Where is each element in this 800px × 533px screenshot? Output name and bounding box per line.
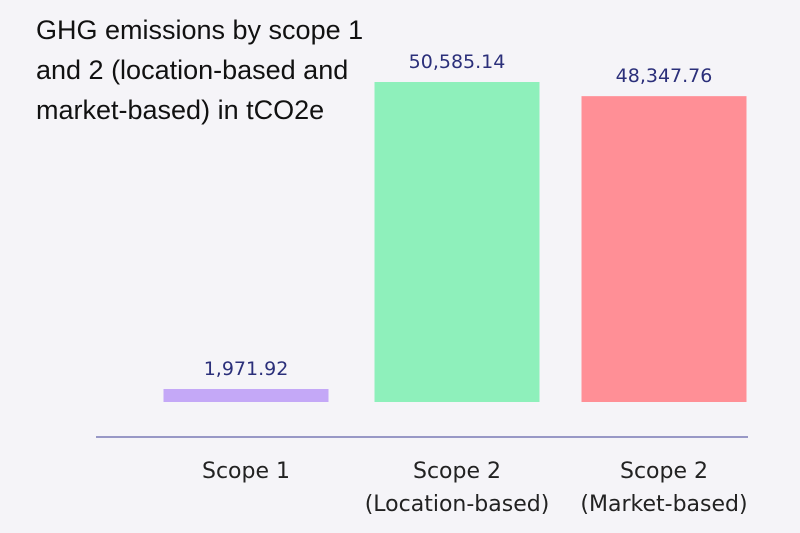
- data-label-2: 50,585.14: [409, 51, 506, 73]
- category-label-1-line-1: Scope 1: [202, 459, 290, 484]
- category-label-3-line-2: (Market-based): [580, 492, 747, 517]
- category-label-2-line-1: Scope 2: [413, 459, 501, 484]
- category-labels-group: Scope 1 Scope 2 (Location-based) Scope 2 (Ma…: [202, 459, 748, 517]
- data-labels-group: 1,971.92 50,585.14 48,347.76: [204, 51, 713, 380]
- bar-3: [581, 96, 747, 402]
- data-label-1: 1,971.92: [204, 358, 289, 380]
- category-label-3-line-1: Scope 2: [620, 459, 708, 484]
- data-label-3: 48,347.76: [616, 65, 713, 87]
- category-label-2-line-2: (Location-based): [365, 492, 550, 517]
- bars-group: [163, 82, 747, 402]
- bar-2: [374, 82, 540, 402]
- bar-1: [163, 389, 329, 402]
- chart-title: GHG emissions by scope 1 and 2 (location…: [36, 15, 364, 125]
